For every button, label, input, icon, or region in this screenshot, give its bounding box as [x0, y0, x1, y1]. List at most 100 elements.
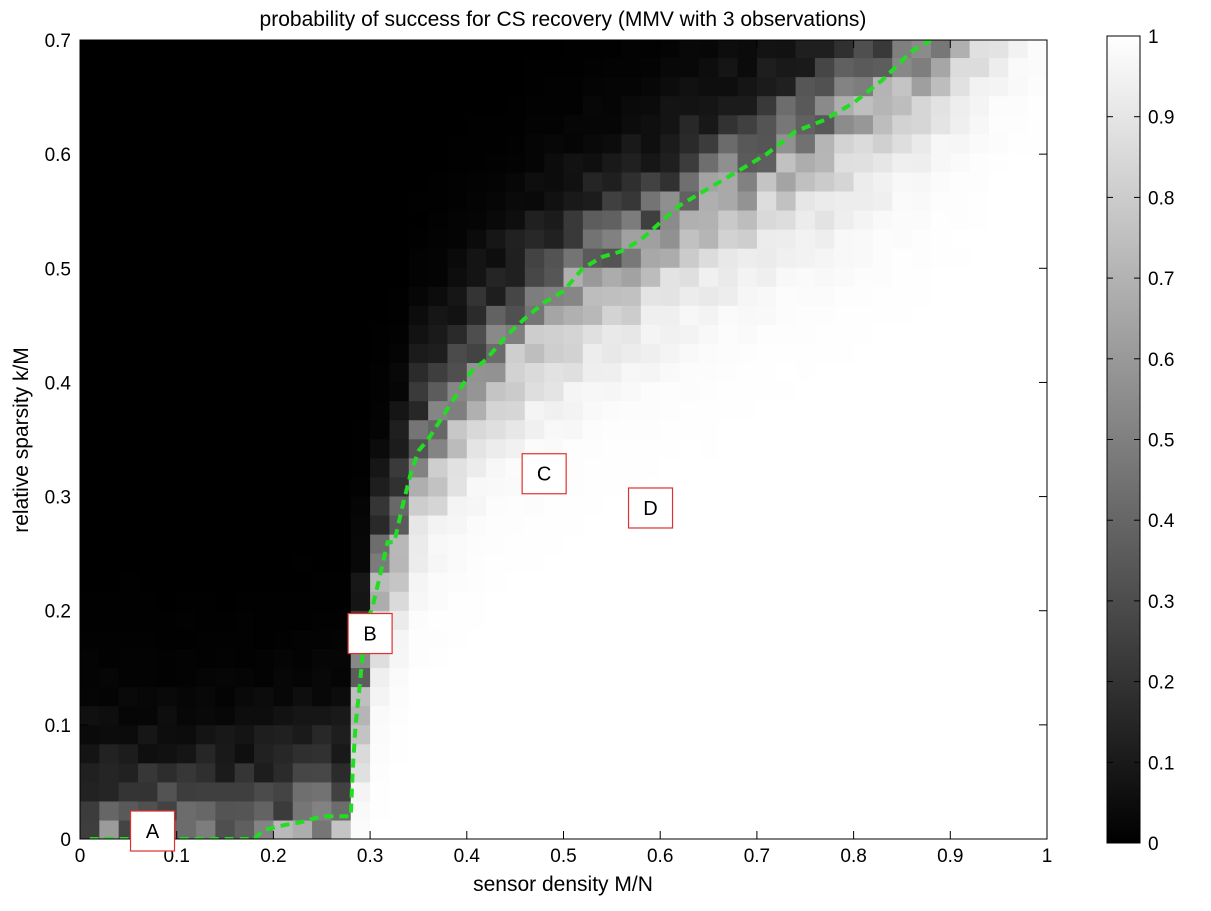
heatmap-cell — [292, 209, 313, 230]
heatmap-cell — [80, 438, 100, 459]
heatmap-cell — [969, 40, 990, 59]
heatmap-cell — [389, 648, 410, 669]
heatmap-cell — [524, 743, 545, 764]
heatmap-cell — [582, 267, 603, 287]
heatmap-cell — [795, 171, 816, 192]
heatmap-cell — [602, 419, 623, 440]
heatmap-cell — [138, 724, 158, 745]
heatmap-cell — [602, 40, 623, 59]
heatmap-cell — [892, 514, 913, 535]
heatmap-cell — [234, 40, 255, 59]
heatmap-cell — [157, 114, 178, 135]
x-tick-label: 0.5 — [550, 846, 576, 867]
heatmap-cell — [737, 343, 758, 364]
heatmap-cell — [80, 362, 100, 383]
heatmap-cell — [892, 286, 913, 306]
heatmap-cell — [331, 133, 352, 154]
heatmap-cell — [795, 819, 816, 839]
heatmap-cell — [1027, 629, 1047, 649]
heatmap-cell — [466, 381, 487, 402]
heatmap-cell — [176, 171, 197, 192]
heatmap-cell — [138, 743, 158, 764]
heatmap-cell — [331, 95, 352, 116]
heatmap-cell — [544, 724, 565, 745]
heatmap-cells — [80, 40, 1047, 839]
heatmap-cell — [892, 76, 913, 97]
heatmap-cell — [234, 209, 255, 230]
heatmap-cell — [350, 229, 371, 249]
heatmap-cell — [602, 724, 623, 745]
heatmap-cell — [389, 457, 410, 478]
heatmap-cell — [331, 438, 352, 459]
heatmap-cell — [756, 133, 777, 154]
heatmap-cell — [563, 457, 584, 478]
heatmap-cell — [872, 190, 893, 211]
heatmap-cell — [234, 190, 255, 211]
heatmap-cell — [853, 57, 874, 78]
heatmap-cell — [157, 629, 178, 649]
heatmap-cell — [505, 572, 526, 592]
heatmap-cell — [292, 114, 313, 135]
heatmap-cell — [292, 362, 313, 383]
heatmap-cell — [930, 57, 951, 78]
heatmap-cell — [737, 133, 758, 154]
heatmap-cell — [312, 400, 333, 421]
heatmap-cell — [660, 743, 681, 764]
heatmap-cell — [196, 190, 216, 211]
heatmap-cell — [756, 629, 777, 649]
heatmap-cell — [176, 686, 197, 707]
heatmap-cell — [138, 514, 158, 535]
heatmap-cell — [486, 76, 507, 97]
heatmap-cell — [814, 553, 835, 573]
heatmap-cell — [853, 229, 874, 249]
heatmap-cell — [814, 133, 835, 154]
heatmap-cell — [273, 572, 294, 592]
heatmap-cell — [350, 591, 371, 611]
heatmap-cell — [814, 762, 835, 783]
heatmap-cell — [466, 40, 487, 59]
heatmap-cell — [99, 171, 120, 192]
heatmap-cell — [118, 419, 139, 440]
heatmap-cell — [292, 610, 313, 630]
heatmap-cell — [138, 57, 158, 78]
heatmap-cell — [292, 705, 313, 726]
heatmap-cell — [950, 229, 971, 249]
heatmap-cell — [640, 762, 661, 783]
heatmap-cell — [892, 572, 913, 592]
heatmap-cell — [679, 133, 700, 154]
heatmap-cell — [1027, 724, 1047, 745]
heatmap-cell — [679, 171, 700, 192]
heatmap-cell — [679, 495, 700, 516]
heatmap-cell — [1008, 629, 1029, 649]
heatmap-cell — [196, 648, 216, 669]
heatmap-cell — [524, 229, 545, 249]
heatmap-cell — [872, 686, 893, 707]
heatmap-cell — [350, 40, 371, 59]
heatmap-cell — [331, 553, 352, 573]
heatmap-cell — [892, 209, 913, 230]
heatmap-cell — [331, 629, 352, 649]
heatmap-cell — [698, 800, 719, 821]
heatmap-cell — [872, 781, 893, 802]
heatmap-cell — [776, 229, 797, 249]
heatmap-cell — [331, 495, 352, 516]
heatmap-cell — [660, 114, 681, 135]
heatmap-cell — [969, 305, 990, 325]
heatmap-cell — [157, 171, 178, 192]
heatmap-cell — [370, 305, 391, 325]
heatmap-cell — [138, 553, 158, 573]
heatmap-cell — [969, 476, 990, 497]
heatmap-cell — [640, 553, 661, 573]
heatmap-cell — [389, 362, 410, 383]
heatmap-cell — [157, 743, 178, 764]
heatmap-cell — [80, 229, 100, 249]
heatmap-cell — [312, 248, 333, 268]
heatmap-cell — [950, 343, 971, 364]
heatmap-cell — [273, 534, 294, 554]
heatmap-cell — [834, 495, 855, 516]
heatmap-cell — [1027, 762, 1047, 783]
heatmap-cell — [196, 171, 216, 192]
heatmap-cell — [969, 762, 990, 783]
heatmap-cell — [408, 229, 429, 249]
heatmap-cell — [776, 610, 797, 630]
